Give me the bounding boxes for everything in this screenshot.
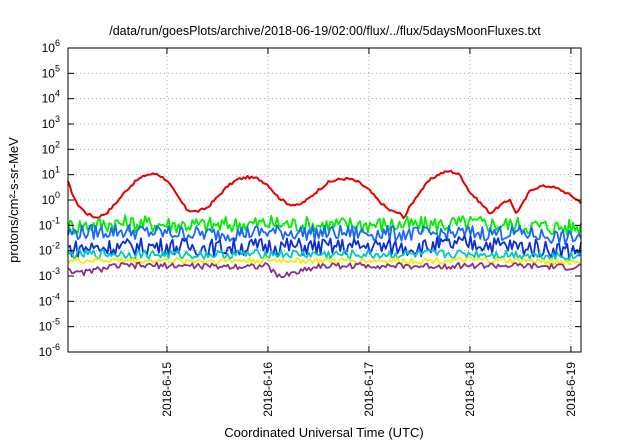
y-tick-label: 105 [42,63,60,80]
y-tick-label: 10-4 [39,291,60,308]
x-axis-title: Coordinated Universal Time (UTC) [224,425,423,440]
y-tick-label: 10-3 [39,266,60,283]
series-line-2 [67,214,582,237]
series-line-4 [67,234,582,260]
y-tick-label: 10-5 [39,317,60,334]
series-group [67,169,582,279]
x-tick-label: 2018-6-19 [564,362,578,417]
series-line-5 [67,248,582,262]
x-tick-label: 2018-6-16 [261,362,275,417]
y-tick-label: 10-2 [39,241,60,258]
y-tick-label: 106 [42,38,60,55]
y-tick-label: 104 [42,89,60,106]
y-tick-label: 102 [42,139,60,156]
series-line-1 [67,169,582,220]
plot-frame [67,47,582,353]
y-axis-title: protons/cm²-s-sr-MeV [6,137,21,263]
chart-title: /data/run/goesPlots/archive/2018-06-19/0… [109,24,541,38]
x-tick-label: 2018-6-17 [362,362,376,417]
y-tick-label: 10-6 [39,342,60,359]
y-tick-label: 101 [42,165,60,182]
axes: 2018-6-15 2018-6-16 2018-6-17 2018-6-18 2018… [39,38,582,417]
series-line-7 [67,261,582,279]
x-tick-label: 2018-6-18 [463,362,477,417]
x-tick-label: 2018-6-15 [160,362,174,417]
y-tick-label: 103 [42,114,60,131]
series-line-3 [67,223,582,246]
series-line-6 [67,256,582,266]
y-tick-label: 10-1 [39,215,60,232]
y-tick-label: 100 [42,190,60,207]
grid [68,48,581,352]
